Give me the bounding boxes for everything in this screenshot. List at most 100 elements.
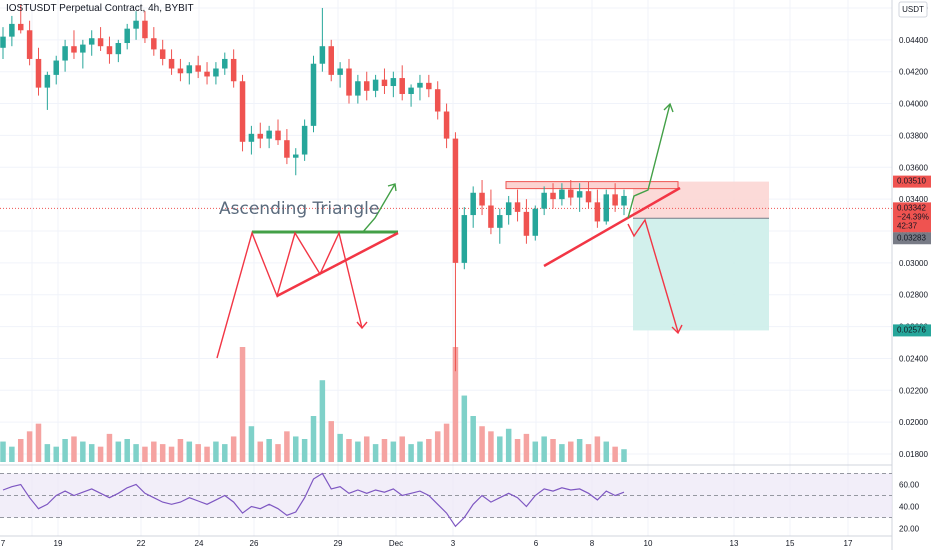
volume-bar [310, 416, 317, 462]
time-tick-label: 29 [334, 539, 343, 548]
breakout-path-right [627, 103, 671, 219]
volume-bar [115, 441, 122, 462]
candle-body [284, 140, 290, 158]
candle-body [399, 78, 405, 94]
arrow-head-up-right [663, 102, 674, 113]
volume-bar [168, 446, 175, 462]
price-badge[interactable] [893, 175, 931, 188]
candle-body [532, 208, 539, 236]
price-tick-label: 0.02000 [899, 418, 928, 427]
candle-body [568, 189, 574, 198]
volume-bar [541, 436, 547, 462]
candle-body [550, 192, 556, 200]
time-tick-label: 22 [137, 539, 146, 548]
candle-body [248, 133, 255, 142]
support-line-right[interactable] [543, 186, 681, 268]
volume-bar [612, 446, 618, 462]
candle-body [115, 43, 122, 55]
candle-body [497, 215, 503, 228]
time-tick-label: 17 [844, 539, 853, 548]
candle-body [541, 192, 547, 209]
price-tick-label: 0.04000 [899, 100, 928, 109]
volume-bar [230, 436, 237, 462]
candle-body [301, 125, 308, 155]
candle-body [514, 202, 521, 212]
price-badge-text: 0.03283 [897, 233, 926, 242]
volume-bar [523, 433, 530, 462]
volume-bar [213, 441, 219, 462]
candle-body [275, 130, 281, 141]
candle-body [328, 46, 334, 75]
price-tick-label: 0.04400 [899, 36, 928, 45]
volume-bar [17, 439, 24, 462]
candle-body [488, 205, 494, 228]
volume-bar [434, 431, 441, 462]
candle-body [408, 87, 414, 94]
rsi-line[interactable] [2, 472, 625, 528]
volume-bar [337, 433, 343, 462]
time-tick-label: 10 [644, 539, 653, 548]
volume-bar [443, 423, 450, 462]
candle-body [372, 79, 379, 91]
time-tick-label: 7 [1, 539, 6, 548]
candle-body [443, 111, 450, 139]
volume-bar [328, 421, 334, 462]
volume-bar [124, 439, 130, 462]
resistance-zone[interactable] [505, 181, 679, 190]
volume-bar [301, 439, 308, 462]
arrow-head-down-left [356, 321, 368, 330]
price-tick-label: 0.02400 [899, 354, 928, 363]
price-tick-label: 0.02800 [899, 291, 928, 300]
candle-body [88, 38, 95, 45]
price-tick-label: 0.03800 [899, 131, 928, 140]
candle-body [159, 49, 166, 59]
candle-body [621, 195, 627, 206]
volume-bar [532, 441, 539, 462]
volume-bar [53, 446, 59, 462]
volume-bar [186, 441, 193, 462]
zigzag-path-left [216, 230, 363, 359]
candle-body [576, 191, 583, 198]
reward-zone[interactable] [633, 218, 769, 331]
volume-bar [222, 444, 228, 462]
volume-bar [266, 439, 272, 462]
price-tick-label: 0.01800 [899, 450, 928, 459]
volume-bar [426, 439, 432, 462]
volume-bar [585, 444, 592, 462]
time-tick-label: Dec [389, 539, 403, 548]
currency-label: USDT [902, 5, 924, 14]
volume-bar [257, 441, 264, 462]
volume-bar [0, 441, 6, 462]
volume-bar [62, 439, 68, 462]
candle-body [80, 44, 86, 53]
volume-bar [399, 436, 405, 462]
price-badge-text: 0.03510 [897, 177, 926, 186]
volume-bar [204, 446, 210, 462]
price-badge[interactable] [893, 232, 931, 245]
candle-body [390, 78, 397, 87]
time-tick-label: 3 [451, 539, 456, 548]
candle-body [594, 202, 601, 222]
price-badge-text: 0.03342 [897, 203, 926, 212]
time-tick-label: 26 [250, 539, 259, 548]
price-badge[interactable] [893, 202, 931, 233]
candle-body [337, 68, 343, 75]
volume-bar [576, 439, 583, 462]
candle-body [603, 194, 610, 222]
time-tick-label: 13 [730, 539, 739, 548]
volume-bar [346, 439, 352, 462]
candle-body [452, 138, 459, 263]
candle-body [71, 46, 77, 53]
support-line-left[interactable] [276, 231, 399, 298]
candle-body [177, 68, 184, 74]
candle-body [213, 68, 219, 77]
volume-bar [488, 431, 494, 462]
price-badge[interactable] [893, 324, 931, 337]
time-tick-label: 24 [195, 539, 204, 548]
candle-body [222, 58, 228, 69]
candle-body [417, 82, 423, 88]
candle-body [151, 38, 157, 50]
currency-badge[interactable] [898, 1, 928, 18]
